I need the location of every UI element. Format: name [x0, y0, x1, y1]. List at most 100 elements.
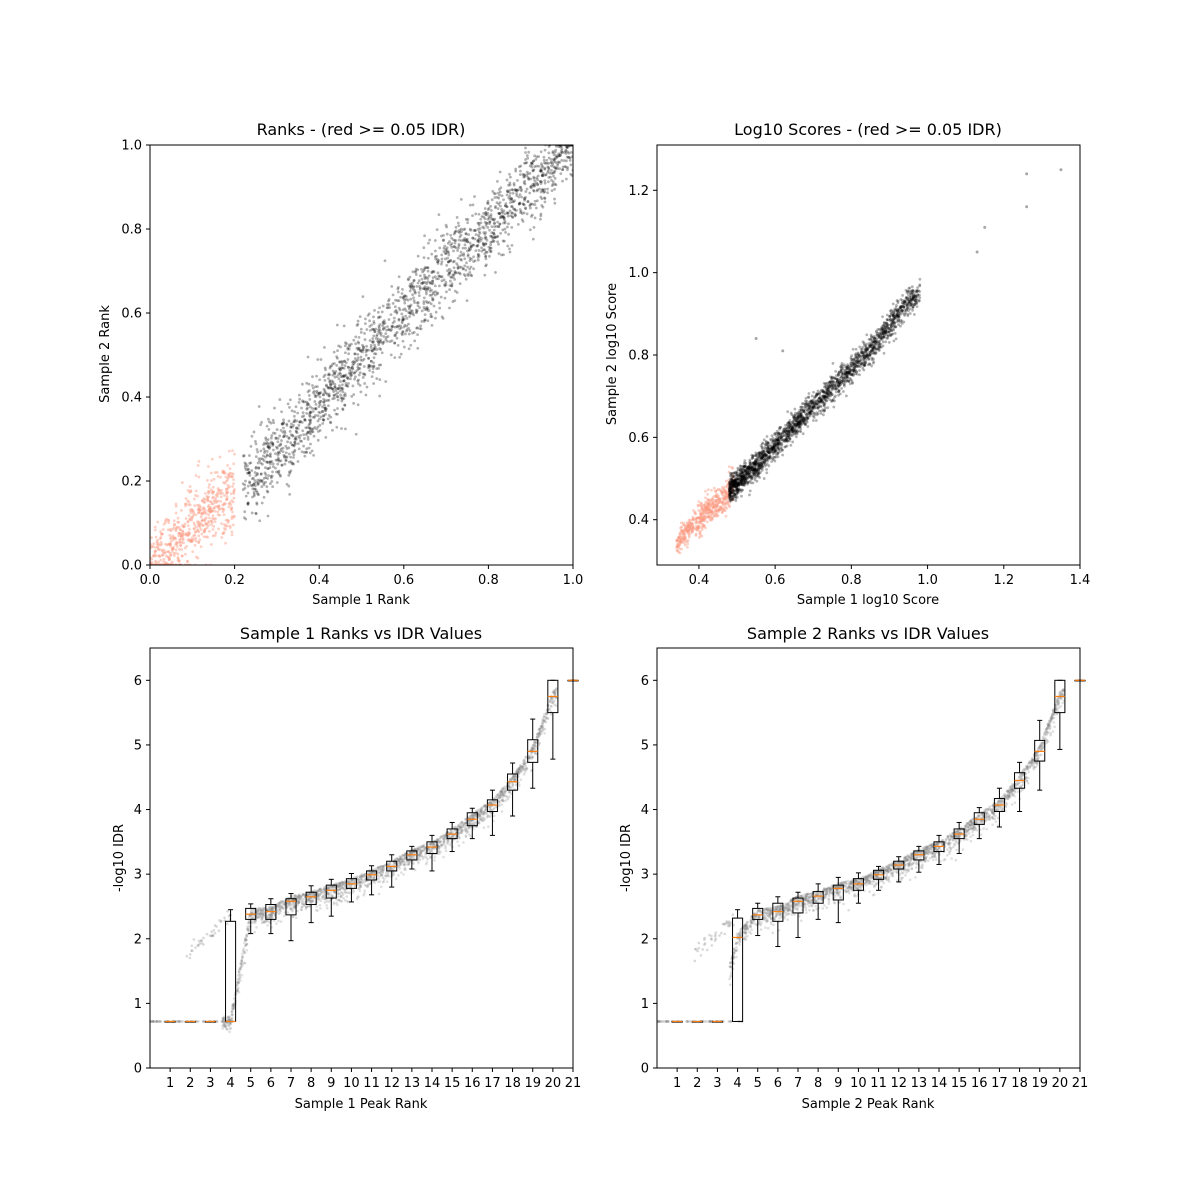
- scatter-point-pass: [428, 286, 431, 290]
- scatter-point-pass: [336, 391, 340, 395]
- scatter-point-pass: [544, 173, 547, 177]
- scatter-point-pass: [280, 464, 284, 467]
- scatter-point-fail: [207, 513, 211, 517]
- scatter-point-pass: [340, 366, 344, 370]
- scatter-point-pass: [344, 351, 347, 355]
- scatter-point-fail: [712, 505, 716, 509]
- scatter-point-pass: [373, 345, 377, 349]
- scatter-point-fail: [222, 471, 226, 475]
- scatter-point-pass: [356, 356, 360, 360]
- scatter-point-pass: [278, 434, 282, 438]
- scatter-point-pass: [502, 215, 505, 219]
- scatter-point-pass: [559, 152, 563, 155]
- scatter-point-fail: [227, 475, 231, 479]
- scatter-point-pass: [497, 196, 501, 200]
- scatter-point-pass: [489, 246, 493, 250]
- scatter-point-fail: [713, 509, 717, 513]
- scatter-point-pass: [444, 257, 447, 261]
- scatter-point-pass: [525, 187, 529, 191]
- scatter-point-pass: [516, 222, 520, 226]
- scatter-point-pass: [519, 209, 523, 213]
- scatter-point-fail: [212, 477, 216, 481]
- scatter-point-fail: [158, 548, 162, 551]
- scatter-point-fail: [228, 524, 232, 528]
- scatter-point-pass: [365, 349, 369, 352]
- scatter-point-pass: [901, 294, 904, 297]
- scatter-point-fail: [199, 511, 202, 514]
- scatter-point-pass: [397, 318, 401, 322]
- scatter-point-pass: [550, 172, 554, 175]
- scatter-point-pass: [494, 206, 497, 210]
- scatter-point-pass: [353, 352, 357, 356]
- scatter-point-fail: [188, 490, 191, 494]
- scatter-point-fail: [205, 522, 208, 526]
- scatter-point-pass: [362, 365, 366, 368]
- scatter-point-fail: [227, 505, 231, 509]
- scatter-point-fail: [211, 492, 215, 495]
- scatter-point-fail: [153, 525, 157, 529]
- scatter-point-pass: [547, 167, 551, 171]
- scatter-point-pass: [436, 291, 440, 295]
- scatter-point-pass: [466, 240, 470, 244]
- scatter-point-fail: [230, 499, 234, 503]
- scatter-point-pass: [540, 197, 544, 201]
- scatter-point-pass: [294, 442, 297, 446]
- scatter-point-fail: [709, 499, 713, 503]
- scatter-point-pass: [499, 216, 503, 219]
- scatter-point-fail: [203, 529, 206, 533]
- scatter-point-fail: [200, 513, 203, 516]
- scatter-point-pass: [862, 368, 866, 372]
- scatter-point-fail: [189, 490, 193, 494]
- scatter-point-pass: [297, 400, 301, 404]
- scatter-point-fail: [207, 486, 211, 489]
- scatter-point-pass: [431, 279, 435, 283]
- scatter-point-pass: [388, 340, 392, 344]
- scatter-point-pass: [317, 401, 321, 405]
- scatter-point-fail: [184, 517, 188, 521]
- scatter-point-pass: [311, 415, 315, 419]
- scatter-point-fail: [181, 525, 185, 529]
- scatter-point-pass: [334, 392, 338, 396]
- scatter-point-pass: [445, 249, 449, 253]
- scatter-point-fail: [187, 531, 190, 535]
- scatter-point-pass: [543, 166, 547, 170]
- scatter-point-pass: [253, 484, 257, 488]
- scatter-point-pass: [378, 378, 382, 382]
- scatter-point-fail: [181, 530, 185, 534]
- scatter-point-fail: [197, 534, 201, 538]
- scatter-point-pass: [346, 365, 350, 369]
- scatter-point-pass: [342, 366, 346, 370]
- scatter-point-pass: [497, 252, 501, 256]
- scatter-point-pass: [503, 219, 507, 223]
- scatter-point-pass: [281, 430, 285, 434]
- scatter-point-pass: [549, 161, 553, 164]
- scatter-point-pass: [433, 239, 437, 242]
- scatter-point-pass: [408, 275, 412, 279]
- scatter-point-pass: [309, 411, 313, 415]
- scatter-point-pass: [359, 358, 363, 362]
- scatter-point-pass: [375, 377, 379, 380]
- scatter-point-fail: [203, 511, 207, 515]
- scatter-point-fail: [703, 515, 707, 519]
- scatter-point-pass: [429, 281, 432, 284]
- scatter-point-pass: [372, 315, 375, 319]
- scatter-point-fail: [211, 485, 215, 489]
- scatter-point-pass: [401, 308, 405, 312]
- scatter-point-fail: [197, 523, 201, 527]
- scatter-point-pass: [448, 306, 451, 310]
- scatter-point-pass: [358, 315, 362, 318]
- scatter-point-pass: [314, 407, 318, 411]
- scatter-point-pass: [407, 278, 410, 282]
- scatter-point-pass: [254, 465, 258, 469]
- scatter-point-pass: [251, 483, 255, 487]
- scatter-point-pass: [539, 150, 543, 154]
- scatter-point-pass: [553, 177, 557, 180]
- scatter-point-pass: [331, 387, 335, 391]
- scatter-point-pass: [289, 460, 293, 464]
- scatter-point-pass: [386, 303, 389, 306]
- scatter-point-pass: [339, 393, 343, 397]
- scatter-point-pass: [252, 490, 256, 494]
- scatter-point-fail: [197, 541, 201, 544]
- scatter-point-pass: [336, 356, 339, 360]
- scatter-point-pass: [284, 456, 288, 460]
